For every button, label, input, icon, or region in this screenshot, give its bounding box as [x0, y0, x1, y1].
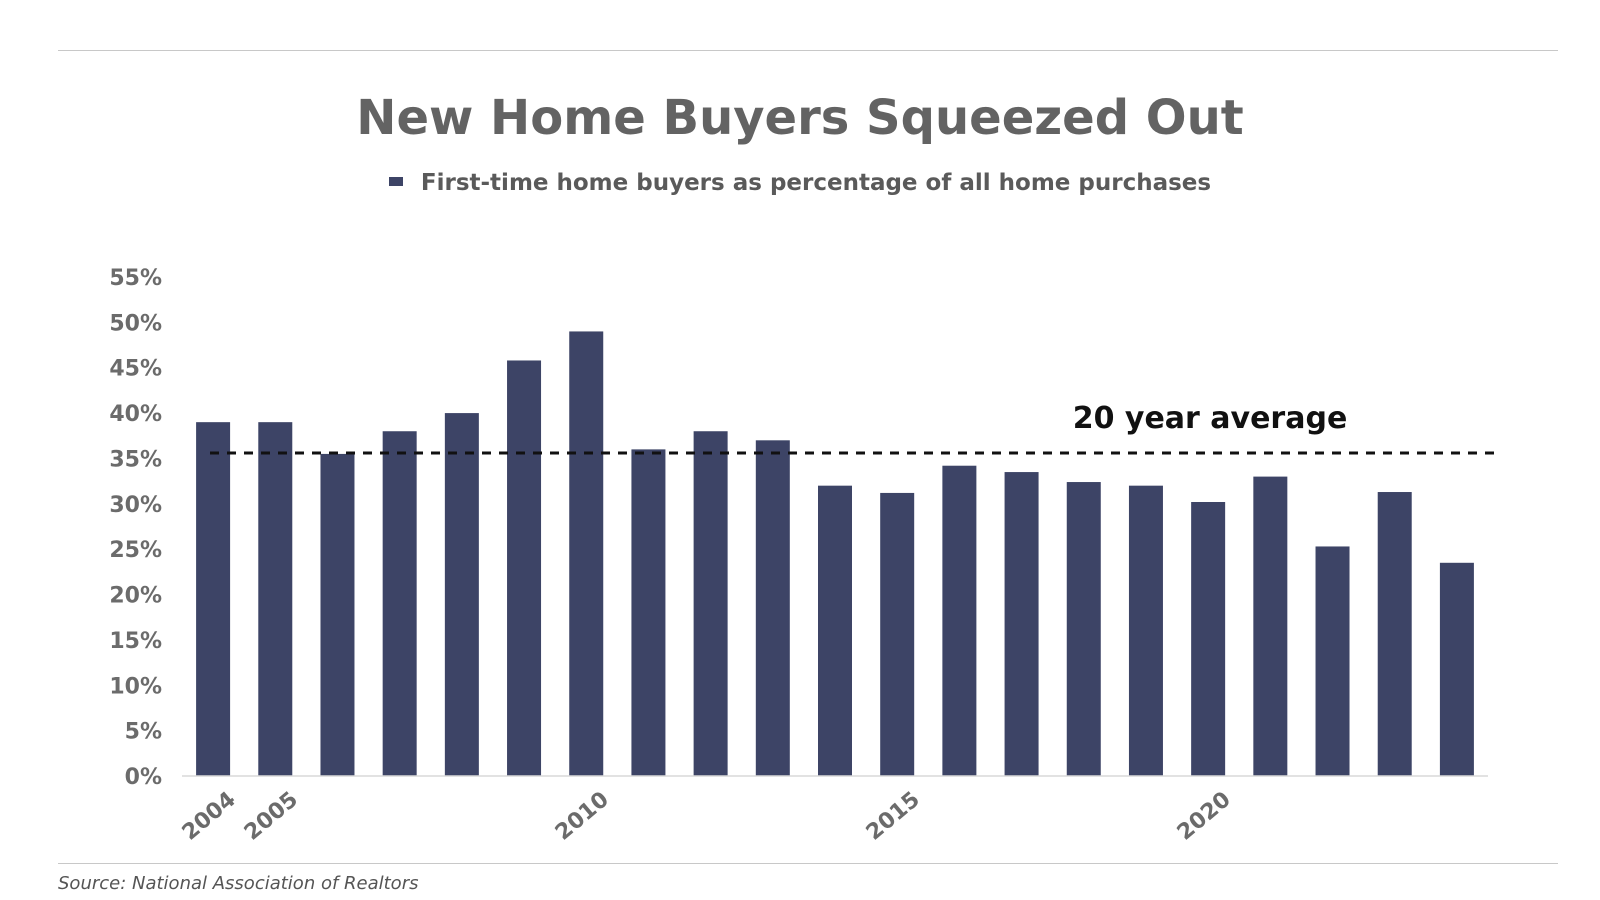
bar-2016 [942, 465, 977, 776]
legend-swatch [388, 177, 403, 186]
bar-2012 [693, 431, 728, 776]
y-tick-label: 15% [109, 629, 162, 654]
y-axis-ticks: 0% 5% 10% 15% 20% 25% 30% 35% 40% 45% 50% 55% [109, 266, 162, 790]
bar-2008 [444, 413, 479, 776]
bar-2010 [569, 331, 604, 776]
bar-2019 [1128, 485, 1163, 776]
bar-2014 [818, 485, 852, 776]
y-tick-label: 20% [109, 584, 162, 609]
y-tick-label: 40% [109, 402, 162, 427]
y-tick-label: 55% [109, 266, 162, 291]
bar-2006 [320, 453, 355, 776]
bottom-divider [58, 863, 1558, 864]
y-tick-label: 35% [109, 447, 162, 472]
bar-2018 [1066, 482, 1101, 776]
bar-2011 [631, 449, 666, 776]
x-tick-label: 2020 [1173, 787, 1236, 846]
y-tick-label: 5% [125, 720, 162, 745]
y-tick-label: 25% [109, 538, 162, 563]
bar-2020 [1191, 502, 1226, 776]
chart-title: New Home Buyers Squeezed Out [356, 90, 1244, 146]
y-tick-label: 50% [109, 311, 162, 336]
bars [196, 331, 1474, 776]
bar-2022 [1315, 546, 1350, 776]
y-tick-label: 10% [109, 674, 162, 699]
x-tick-label: 2005 [240, 787, 303, 846]
bar-2005 [258, 422, 293, 776]
legend: First-time home buyers as percentage of … [0, 170, 1600, 196]
bar-2004 [196, 422, 231, 776]
top-divider [58, 50, 1558, 51]
bar-2015 [880, 492, 915, 776]
bar-2013 [755, 440, 790, 776]
y-tick-label: 45% [109, 357, 162, 382]
average-line-label: 20 year average [1073, 401, 1348, 436]
bar-2023 [1377, 492, 1412, 776]
bar-2017 [1004, 472, 1039, 776]
y-tick-label: 30% [109, 493, 162, 518]
bar-2024 [1439, 562, 1474, 776]
x-tick-label: 2015 [862, 787, 925, 846]
source-note: Source: National Association of Realtors [58, 873, 419, 894]
y-tick-label: 0% [125, 765, 162, 790]
x-tick-label: 2004 [178, 787, 241, 846]
bar-2007 [382, 431, 417, 776]
x-tick-label: 2010 [551, 787, 614, 846]
legend-label: First-time home buyers as percentage of … [420, 170, 1212, 196]
bar-2021 [1253, 476, 1288, 776]
x-axis-ticks: 2004 2005 2010 2015 2020 [178, 787, 1236, 846]
bar-2009 [507, 360, 542, 776]
